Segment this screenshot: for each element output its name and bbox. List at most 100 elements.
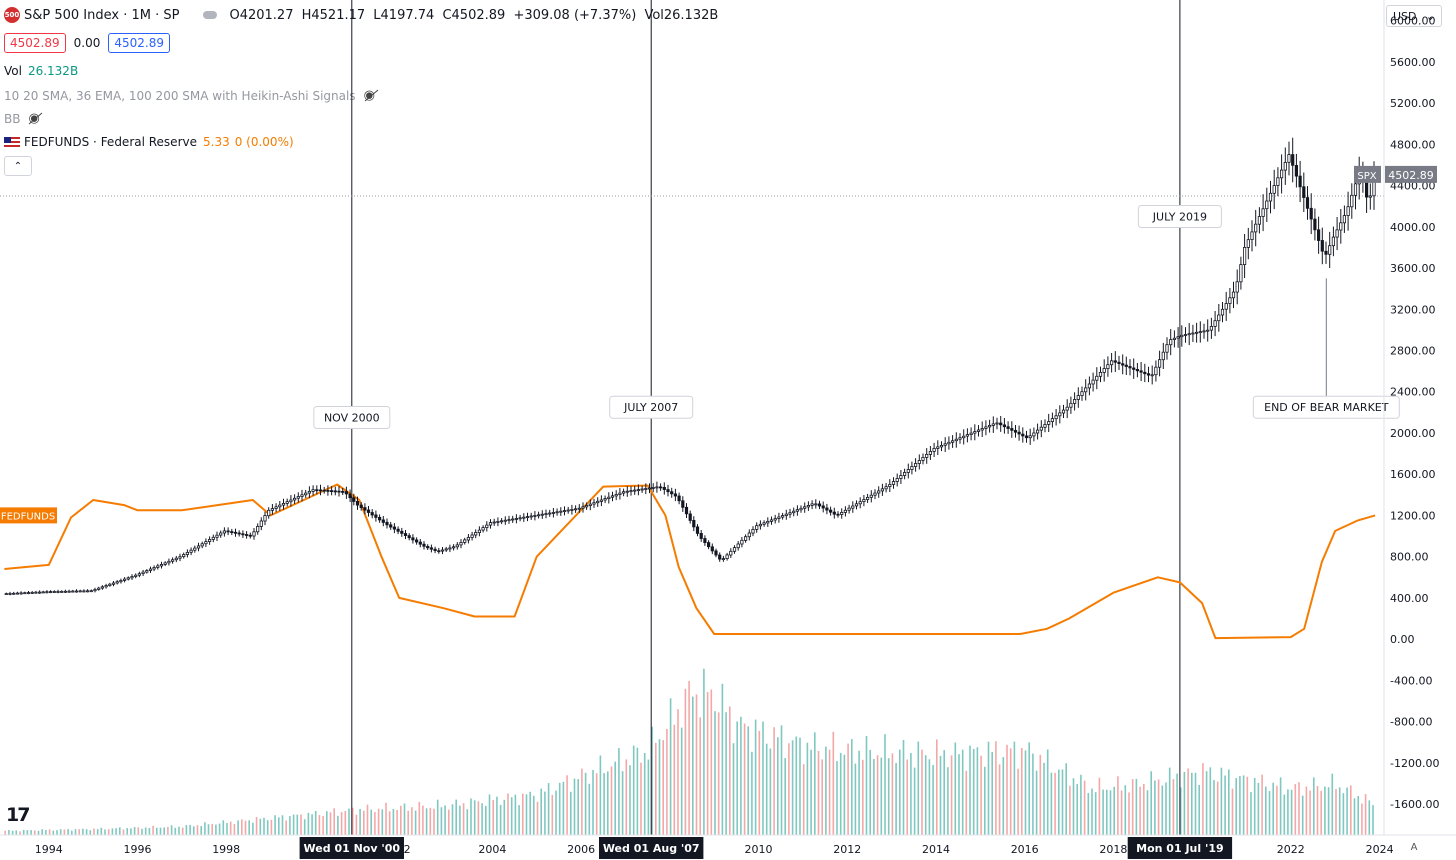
candle-body (596, 500, 600, 504)
sell-price-button[interactable]: 4502.89 (4, 33, 66, 53)
candle-body (962, 435, 966, 439)
candle-body (481, 527, 485, 531)
volume-bar (496, 796, 498, 835)
candle-body (618, 492, 622, 495)
volume-bar (995, 741, 997, 835)
collapse-legend-button[interactable]: ⌃ (4, 156, 32, 176)
volume-bar (551, 794, 554, 835)
candle-body (451, 546, 456, 549)
volume-bar (466, 809, 469, 835)
volume-bar (754, 719, 757, 835)
volume-bar (536, 801, 539, 835)
candle-body (1061, 409, 1066, 414)
candle-body (673, 493, 678, 497)
candle-body (256, 526, 260, 533)
candle-body (511, 518, 515, 521)
volume-bar (433, 808, 435, 835)
candle-body (792, 510, 796, 514)
candle-body (903, 472, 907, 476)
text-annotation: END OF BEAR MARKET (1264, 401, 1389, 414)
price-axis[interactable]: 6000.005600.005200.004800.004400.004000.… (1390, 15, 1439, 812)
hidden-eye-icon[interactable]: ◉ (363, 88, 375, 103)
marker-annotation: NOV 2000 (324, 412, 380, 425)
price-tick-label: 6000.00 (1390, 15, 1436, 28)
candle-body (1069, 402, 1073, 408)
candle-body (289, 499, 293, 503)
volume-bar (377, 808, 380, 835)
currency-select[interactable]: USD ⌄ (1386, 5, 1442, 27)
volume-bar (233, 824, 236, 835)
hidden-eye-icon[interactable]: ◉ (28, 111, 40, 126)
hide-legend-pill-icon[interactable] (203, 11, 218, 19)
volume-bar (1161, 785, 1164, 835)
volume-bar (780, 725, 783, 835)
volume-bar (8, 830, 10, 835)
candle-body (1202, 330, 1206, 333)
volume-bar (976, 747, 979, 835)
volume-bar (56, 830, 58, 835)
volume-bar (1009, 748, 1012, 835)
candle-body (529, 515, 533, 518)
candle-body (259, 520, 263, 527)
marker-annotation: JULY 2007 (623, 401, 678, 414)
volume-bar (825, 746, 827, 835)
volume-bar (1294, 784, 1297, 835)
volume-bar (244, 820, 247, 835)
candle-body (429, 547, 434, 550)
volume-bar (45, 830, 47, 835)
volume-bar (817, 751, 820, 835)
volume-bar (507, 793, 509, 835)
volume-bar (680, 727, 683, 835)
candle-body (466, 537, 471, 541)
candle-body (278, 504, 282, 508)
candle-body (1132, 367, 1136, 370)
volume-bar (503, 799, 506, 835)
volume-bar (1213, 780, 1215, 835)
auto-scale-button[interactable]: A (1410, 841, 1418, 853)
volume-bar (799, 737, 801, 835)
volume-bar (266, 820, 269, 835)
candle-body (1121, 363, 1125, 366)
volume-bar (1054, 772, 1056, 835)
tradingview-logo[interactable]: 17 (6, 804, 30, 826)
volume-bar (41, 829, 43, 835)
volume-bar (263, 817, 265, 835)
candle-body (1180, 334, 1184, 338)
candle-body (396, 528, 400, 532)
spx-series (4, 137, 1376, 596)
time-axis[interactable]: 1994199619980220042006201020122014201620… (35, 843, 1394, 856)
price-tick-label: 0.00 (1390, 633, 1415, 646)
candle-body (1010, 428, 1014, 431)
candle-body (119, 580, 123, 583)
symbol-title[interactable]: S&P 500 Index · 1M · SP (24, 7, 180, 23)
candle-body (111, 582, 116, 585)
candle-body (496, 521, 500, 523)
volume-bar (1224, 775, 1226, 835)
volume-bar (1316, 786, 1319, 835)
bb-legend[interactable]: BB ◉ (4, 111, 40, 126)
volume-bar (218, 823, 221, 835)
volume-bar (769, 748, 772, 835)
candle-body (52, 591, 56, 593)
candle-body (647, 487, 652, 490)
candle-body (958, 437, 962, 440)
volume-bar (407, 810, 409, 835)
volume-bar (662, 740, 664, 835)
volume-bar (414, 810, 417, 835)
volume-bar (63, 829, 66, 835)
volume-bar (1357, 796, 1359, 835)
volume-bar (388, 811, 391, 835)
volume-bar (614, 761, 616, 835)
ma-legend[interactable]: 10 20 SMA, 36 EMA, 100 200 SMA with Heik… (4, 88, 375, 103)
volume-bar (1298, 782, 1300, 835)
candle-body (163, 562, 167, 565)
fedfunds-legend[interactable]: FEDFUNDS · Federal Reserve 5.33 0 (0.00%… (4, 135, 294, 149)
volume-bar (858, 750, 860, 835)
volume-bar (436, 799, 439, 835)
vol-legend[interactable]: Vol 26.132B (4, 64, 78, 78)
buy-price-button[interactable]: 4502.89 (108, 33, 170, 53)
volume-bar (836, 761, 838, 835)
volume-bar (991, 752, 993, 835)
candle-body (695, 526, 700, 534)
